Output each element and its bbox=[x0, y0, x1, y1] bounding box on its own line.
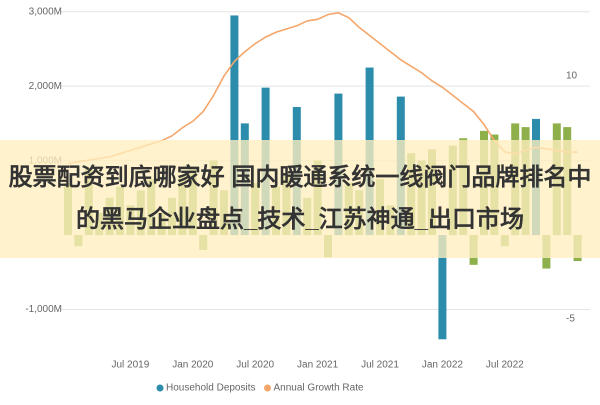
y-tick-label: -1,000M bbox=[25, 304, 62, 315]
x-tick-label: Jul 2019 bbox=[111, 360, 149, 371]
x-tick-label: Jul 2021 bbox=[361, 360, 399, 371]
x-tick-label: Jan 2020 bbox=[172, 360, 214, 371]
legend-marker bbox=[156, 384, 164, 392]
x-tick-label: Jul 2022 bbox=[486, 360, 524, 371]
y2-tick-label: -5 bbox=[566, 313, 575, 324]
bar bbox=[438, 235, 447, 340]
legend-label: Annual Growth Rate bbox=[274, 383, 364, 394]
bar bbox=[230, 15, 239, 236]
y-tick-label: 3,000M bbox=[29, 6, 62, 17]
legend-label: Household Deposits bbox=[166, 383, 256, 394]
overlay-text: 股票配资到底哪家好 国内暖通系统一线阀门品牌排名中的黑马企业盘点_技术_江苏神通… bbox=[8, 164, 592, 233]
x-tick-label: Jan 2022 bbox=[422, 360, 464, 371]
overlay-banner: 股票配资到底哪家好 国内暖通系统一线阀门品牌排名中的黑马企业盘点_技术_江苏神通… bbox=[0, 140, 600, 258]
y-tick-label: 2,000M bbox=[29, 81, 62, 92]
y2-tick-label: 10 bbox=[566, 71, 578, 82]
legend-marker bbox=[264, 384, 271, 392]
x-tick-label: Jan 2021 bbox=[297, 360, 339, 371]
x-tick-label: Jul 2020 bbox=[236, 360, 274, 371]
